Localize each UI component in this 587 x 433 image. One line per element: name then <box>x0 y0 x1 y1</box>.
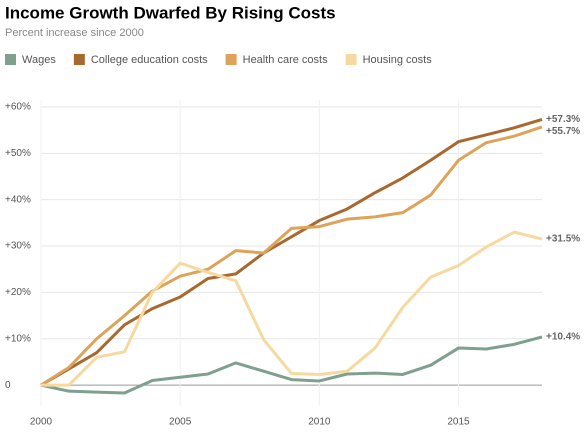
legend-label: Housing costs <box>363 54 433 66</box>
y-tick-label: +40% <box>5 194 31 205</box>
y-tick-label: +30% <box>5 241 31 252</box>
chart-subtitle: Percent increase since 2000 <box>5 27 144 39</box>
x-tick-label: 2000 <box>30 417 53 428</box>
legend-swatch <box>345 54 357 65</box>
line <box>40 118 543 387</box>
legend-swatch <box>225 54 237 65</box>
x-tick-label: 2005 <box>169 417 192 428</box>
y-tick-label: +20% <box>5 287 31 298</box>
legend-swatch <box>5 54 16 65</box>
y-tick-label: 0 <box>5 380 11 391</box>
x-tick-label: 2010 <box>308 417 331 428</box>
line <box>40 125 543 387</box>
end-label: +31.5% <box>546 234 580 245</box>
end-label: +55.7% <box>546 126 580 137</box>
legend-label: Health care costs <box>243 54 328 66</box>
line <box>40 335 543 395</box>
y-tick-label: +10% <box>5 333 31 344</box>
end-label: +57.3% <box>546 114 580 125</box>
y-tick-label: +50% <box>5 148 31 159</box>
end-label: +10.4% <box>546 332 580 343</box>
line <box>41 230 543 387</box>
x-tick-label: 2015 <box>447 417 470 428</box>
legend-swatch <box>73 54 85 65</box>
y-tick-label: +60% <box>5 102 31 113</box>
legend-label: College education costs <box>91 54 208 66</box>
legend-label: Wages <box>22 54 56 66</box>
chart-title: Income Growth Dwarfed By Rising Costs <box>5 3 336 22</box>
